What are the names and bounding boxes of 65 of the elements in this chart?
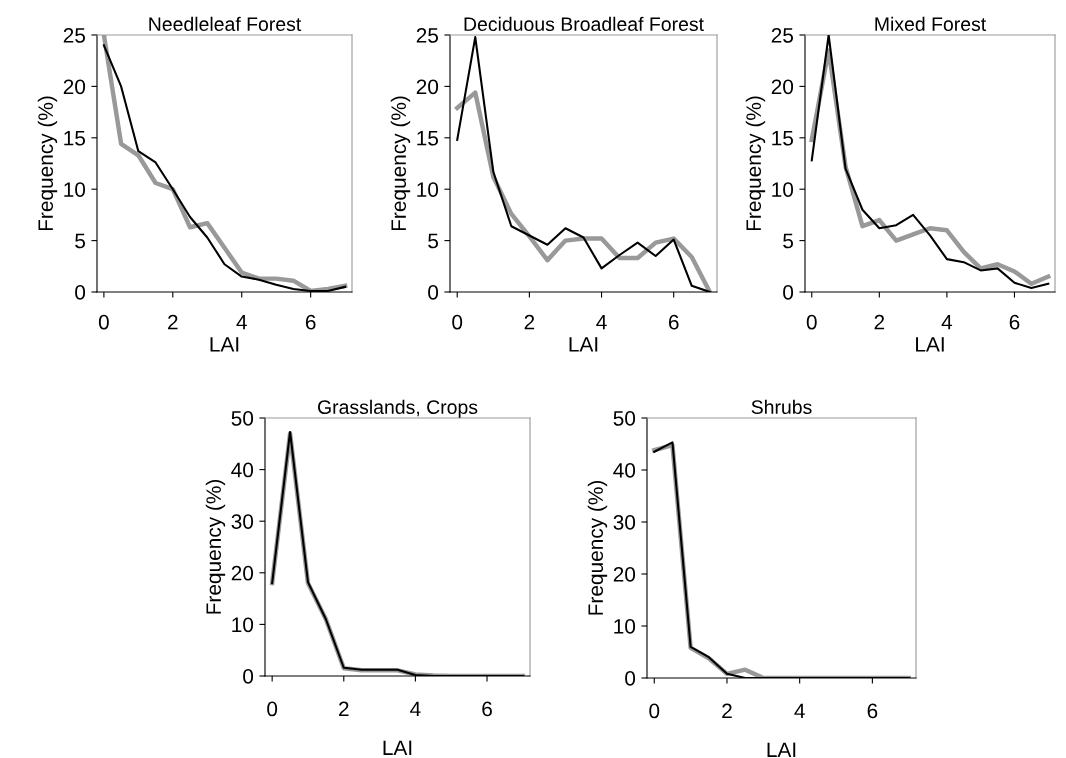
y-tick-label: 10 (772, 182, 794, 197)
x-tick-label: 4 (596, 314, 607, 330)
y-tick-label: 20 (416, 79, 439, 95)
y-axis-title: Frequency (%) (390, 96, 411, 231)
y-tick-label: 5 (783, 233, 794, 249)
x-tick-label: 2 (339, 701, 349, 717)
y-tick-label: 40 (231, 462, 254, 478)
x-tick-label: 0 (452, 314, 463, 330)
y-axis-title: Frequency (%) (745, 96, 766, 231)
y-tick-label: 0 (75, 285, 86, 300)
x-axis-title: LAI (383, 740, 412, 755)
x-tick-label: 6 (1009, 314, 1020, 330)
y-tick-label: 25 (416, 28, 439, 43)
y-tick-label: 0 (243, 669, 254, 684)
x-axis-title: LAI (767, 742, 796, 757)
x-tick-label: 6 (867, 703, 878, 719)
x-tick-label: 0 (267, 701, 278, 717)
x-tick-label: 0 (98, 314, 109, 330)
x-tick-label: 0 (806, 314, 817, 330)
x-axis-title: LAI (569, 337, 598, 352)
x-axis-title: LAI (916, 337, 944, 352)
y-axis-title: Frequency (%) (37, 96, 58, 231)
x-tick-label: 6 (668, 314, 679, 330)
y-axis-title: Frequency (%) (587, 480, 608, 615)
y-tick-label: 5 (428, 233, 439, 249)
x-tick-label: 4 (410, 701, 421, 717)
x-tick-label: 2 (722, 703, 732, 719)
y-tick-label: 20 (63, 79, 86, 95)
x-tick-label: 2 (874, 314, 885, 330)
y-tick-label: 20 (771, 79, 794, 95)
y-tick-label: 30 (613, 515, 636, 530)
y-axis-title: Frequency (%) (205, 479, 226, 614)
y-tick-label: 10 (64, 182, 86, 197)
y-tick-label: 30 (231, 514, 254, 529)
x-tick-label: 2 (168, 314, 178, 330)
x-tick-label: 6 (482, 701, 492, 717)
y-tick-label: 0 (783, 285, 794, 300)
y-tick-label: 20 (231, 565, 254, 581)
y-tick-label: 0 (625, 671, 636, 686)
y-tick-label: 5 (75, 233, 86, 249)
chart-title: Shrubs (751, 399, 812, 415)
y-tick-label: 15 (64, 131, 86, 146)
x-tick-label: 0 (649, 703, 660, 719)
x-tick-label: 4 (941, 314, 953, 330)
y-tick-label: 10 (417, 182, 439, 197)
chart-title: Needleleaf Forest (149, 16, 302, 32)
y-tick-label: 40 (613, 463, 636, 478)
y-tick-label: 15 (772, 131, 794, 146)
x-tick-label: 4 (794, 703, 805, 719)
y-tick-label: 25 (63, 28, 86, 43)
y-tick-label: 0 (428, 285, 439, 300)
chart-title: Mixed Forest (875, 16, 987, 32)
y-tick-label: 25 (771, 28, 794, 43)
y-tick-label: 20 (613, 567, 636, 582)
y-tick-label: 50 (613, 411, 636, 426)
y-tick-label: 50 (231, 411, 254, 426)
chart-title: Deciduous Broadleaf Forest (464, 16, 704, 32)
chart-title: Grasslands, Crops (317, 399, 478, 418)
x-axis-title: LAI (210, 337, 239, 352)
y-tick-label: 15 (417, 131, 439, 146)
x-tick-label: 4 (236, 314, 247, 330)
x-tick-label: 2 (524, 314, 535, 330)
y-tick-label: 10 (614, 619, 636, 634)
y-tick-label: 10 (232, 617, 254, 633)
x-tick-label: 6 (305, 314, 316, 330)
